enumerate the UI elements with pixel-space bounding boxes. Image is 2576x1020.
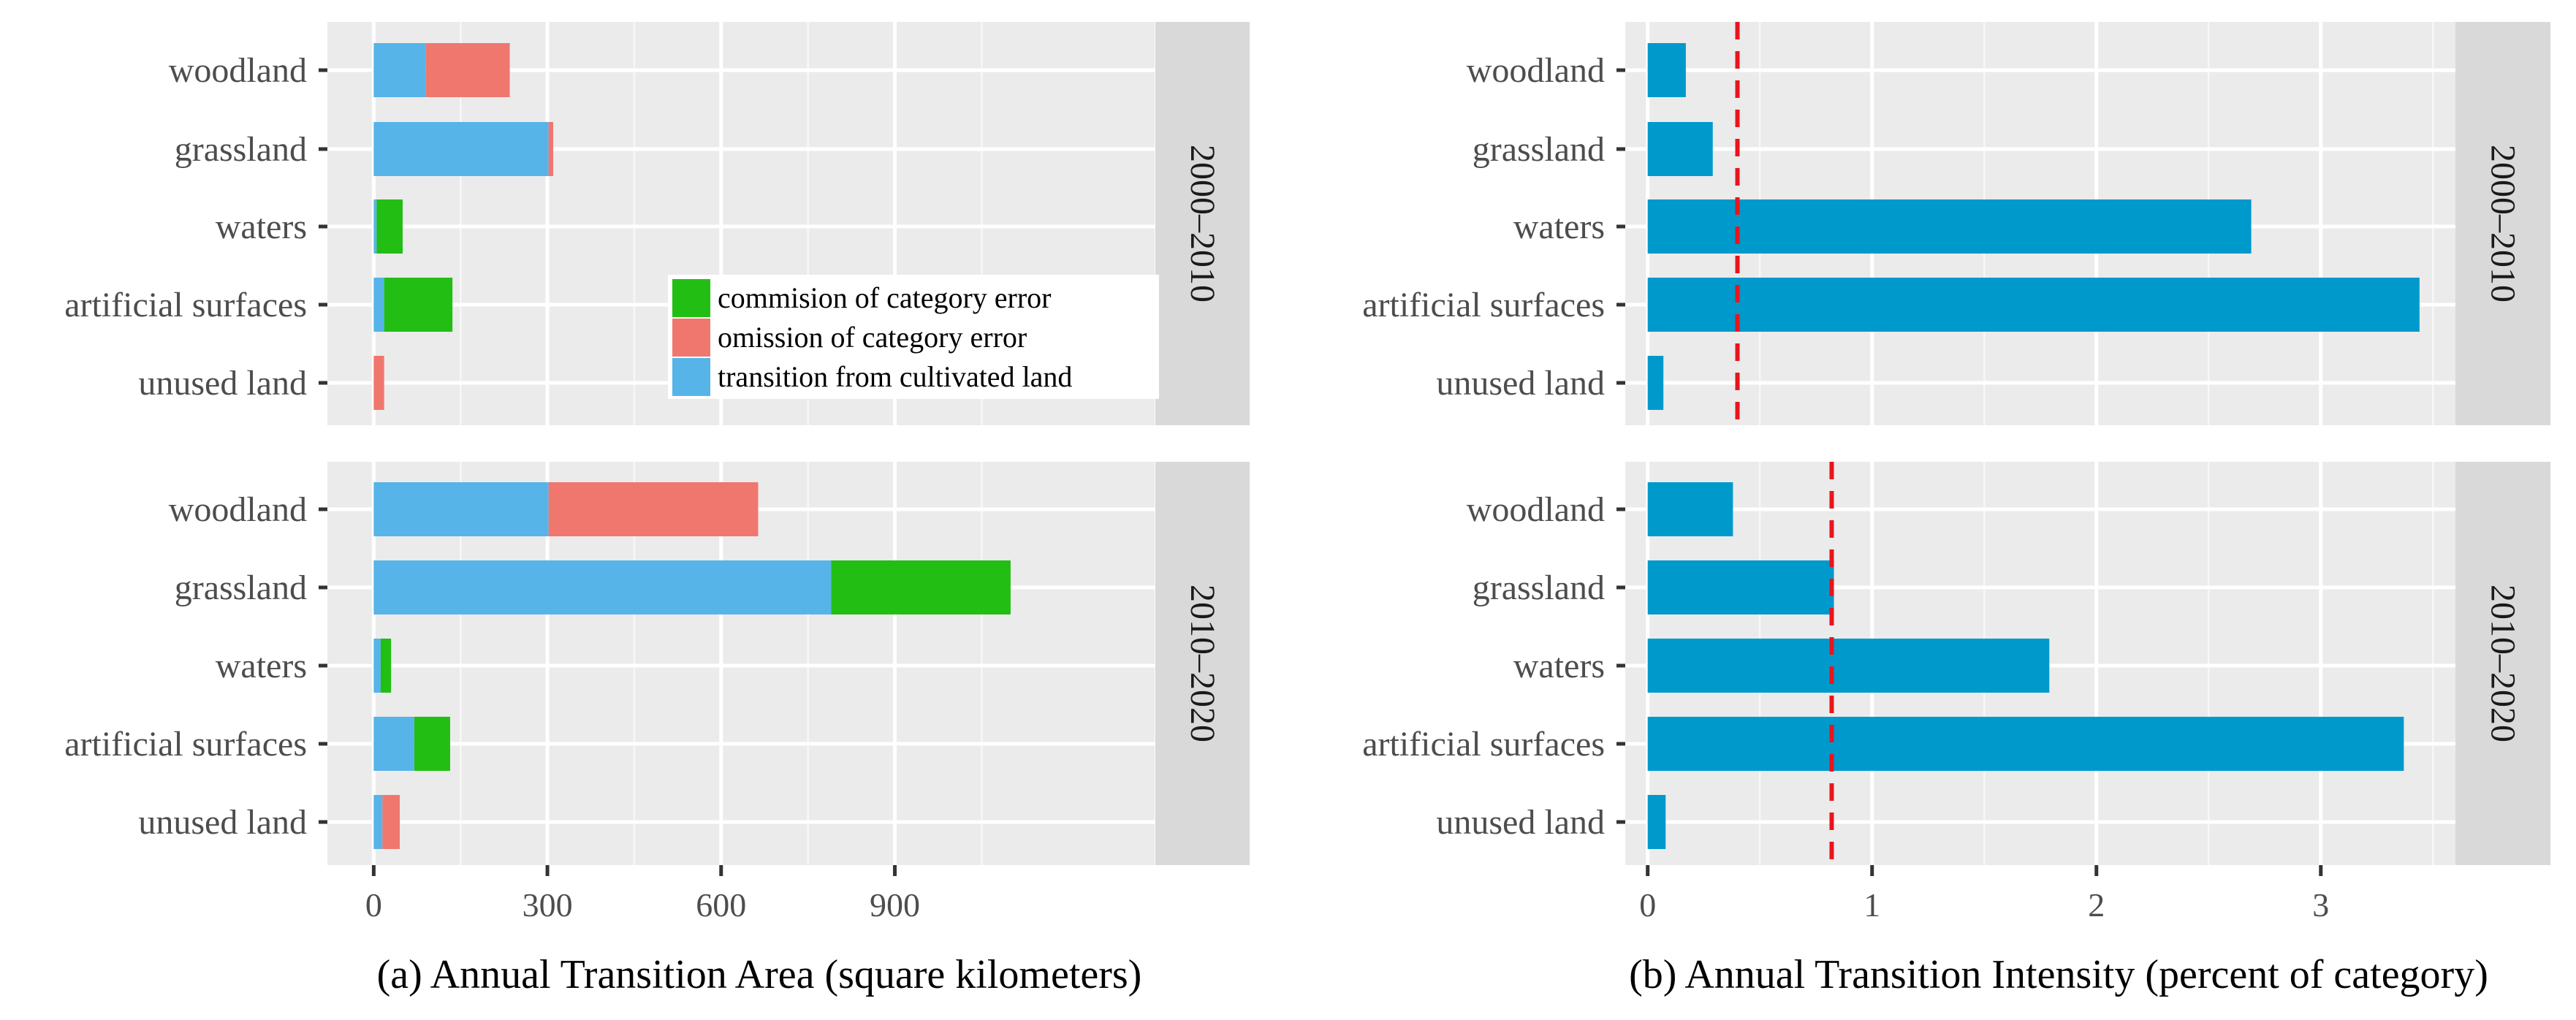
intensity-category-label: unused land [1436,364,1605,403]
intensity-x-axis-title: (b) Annual Transition Intensity (percent… [1629,952,2488,997]
intensity-strip-label-2: 2010–2020 [2484,585,2523,742]
intensity-bar-unused-land-p2 [1647,795,1666,849]
legend-key-transition-from-cultivated-land [672,358,710,396]
area-strip-2 [1155,462,1250,865]
area-strip-1 [1155,22,1250,425]
intensity-bar-grassland-p2 [1647,560,1834,614]
bars [373,43,2420,849]
area-category-label: woodland [169,51,307,90]
intensity-category-label: artificial surfaces [1362,286,1605,324]
axes: woodland grassland waters artificial surfac… [64,51,2488,997]
legend-label: commision of category error [718,281,1052,314]
legend-label: transition from cultivated land [718,360,1072,393]
intensity-bar-woodland-p2 [1647,482,1733,536]
intensity-category-label: artificial surfaces [1362,725,1605,764]
intensity-x-tick-label: 2 [2088,886,2105,924]
area-category-label: grassland [175,568,307,607]
area-category-label: unused land [138,364,307,403]
intensity-bar-unused-land-p1 [1647,356,1664,410]
bar-grassland-commision-of-category-error-p2 [831,560,1011,614]
intensity-category-label: waters [1513,647,1605,685]
bar-waters-commision-of-category-error-p1 [376,199,403,254]
area-x-axis-title: (a) Annual Transition Area (square kilom… [377,952,1142,997]
intensity-bar-woodland-p1 [1647,43,1686,97]
intensity-strip-1 [2455,22,2550,425]
legend-label: omission of category error [718,321,1027,354]
facet-strips: 2000–2010 2010–2020 2000–2010 2010–2020 [1155,22,2550,865]
intensity-category-label: unused land [1436,803,1605,842]
area-strip-label-1: 2000–2010 [1183,145,1222,302]
bar-unused-land-omission-of-category-error-p1 [373,356,384,410]
area-x-tick-label: 0 [365,886,382,924]
intensity-category-label: woodland [1467,490,1605,529]
area-x-tick-label: 900 [870,886,920,924]
intensity-x-tick-label: 0 [1639,886,1656,924]
area-x-tick-label: 300 [523,886,573,924]
intensity-x-tick-label: 1 [1863,886,1880,924]
intensity-category-label: waters [1513,208,1605,246]
intensity-bar-waters-p1 [1647,199,2252,254]
area-category-label: waters [216,647,307,685]
bar-artificial-surfaces-transition-from-cultivated-land-p1 [373,278,384,332]
intensity-x-tick-label: 3 [2312,886,2329,924]
panel-backgrounds [327,22,2455,865]
area-category-label: waters [216,208,307,246]
reference-lines [1735,22,1834,865]
intensity-bar-artificial-surfaces-p1 [1647,278,2420,332]
bar-woodland-omission-of-category-error-p2 [548,482,759,536]
intensity-category-label: woodland [1467,51,1605,90]
bar-woodland-omission-of-category-error-p1 [425,43,510,97]
bar-unused-land-transition-from-cultivated-land-p2 [373,795,383,849]
bar-grassland-transition-from-cultivated-land-p1 [373,122,549,176]
bar-grassland-transition-from-cultivated-land-p2 [373,560,832,614]
intensity-category-label: grassland [1473,568,1605,607]
area-category-label: woodland [169,490,307,529]
legend: commision of category error omission of c… [668,275,1159,399]
bar-artificial-surfaces-transition-from-cultivated-land-p2 [373,717,414,771]
area-category-label: artificial surfaces [64,725,307,764]
bar-grassland-omission-of-category-error-p1 [548,122,553,176]
legend-key-commision-of-category-error [672,279,710,317]
area-category-label: artificial surfaces [64,286,307,324]
bar-unused-land-omission-of-category-error-p2 [382,795,400,849]
intensity-category-label: grassland [1473,130,1605,169]
bar-waters-transition-from-cultivated-land-p2 [373,639,381,693]
area-strip-label-2: 2010–2020 [1183,585,1222,742]
bar-woodland-transition-from-cultivated-land-p2 [373,482,549,536]
legend-box [668,275,1159,399]
area-category-label: grassland [175,130,307,169]
bar-artificial-surfaces-commision-of-category-error-p1 [384,278,453,332]
intensity-bar-grassland-p1 [1647,122,1713,176]
bar-artificial-surfaces-commision-of-category-error-p2 [414,717,450,771]
bar-waters-transition-from-cultivated-land-p1 [373,199,377,254]
legend-key-omission-of-category-error [672,319,710,357]
bar-waters-commision-of-category-error-p2 [380,639,392,693]
area-x-tick-label: 600 [696,886,746,924]
intensity-bar-waters-p2 [1647,639,2050,693]
bar-woodland-transition-from-cultivated-land-p1 [373,43,426,97]
intensity-strip-label-1: 2000–2010 [2484,145,2523,302]
area-category-label: unused land [138,803,307,842]
intensity-bar-artificial-surfaces-p2 [1647,717,2404,771]
intensity-strip-2 [2455,462,2550,865]
